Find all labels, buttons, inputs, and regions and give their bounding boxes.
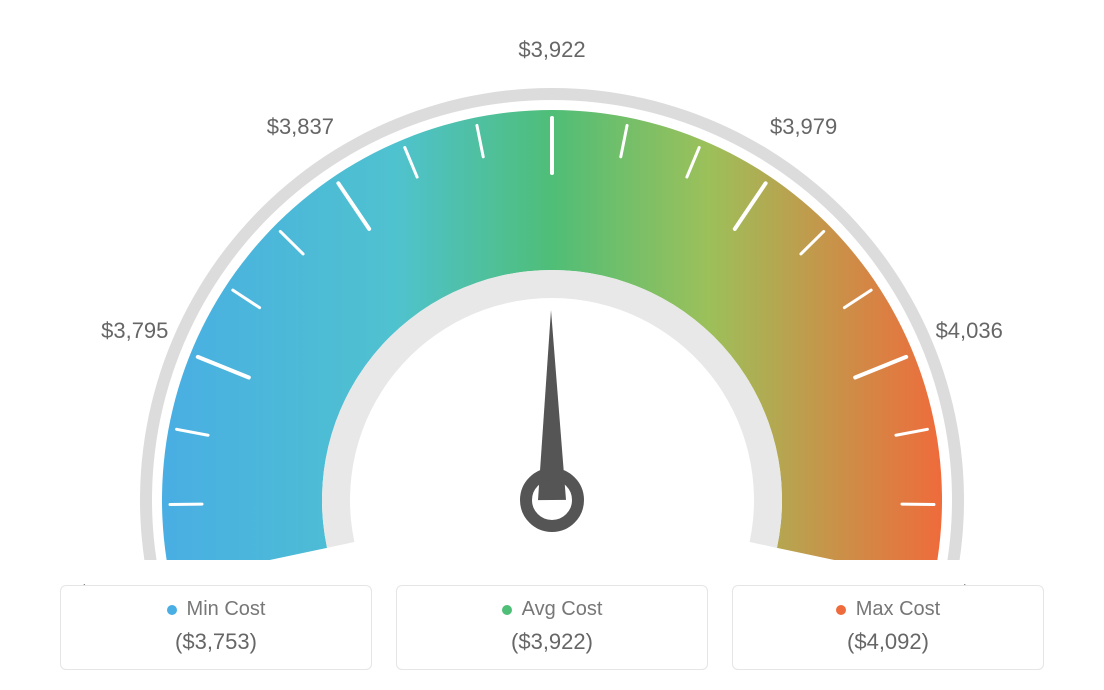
card-max-title: Max Cost [836, 598, 940, 621]
gauge-tick-label: $4,036 [936, 318, 1003, 344]
gauge-tick-label: $3,922 [518, 37, 585, 63]
card-max-value: ($4,092) [753, 629, 1023, 655]
card-avg-value: ($3,922) [417, 629, 687, 655]
card-max-label: Max Cost [856, 598, 940, 621]
card-min-title: Min Cost [167, 598, 266, 621]
legend-cards: Min Cost ($3,753) Avg Cost ($3,922) Max … [60, 585, 1044, 670]
card-min-label: Min Cost [187, 598, 266, 621]
card-min-cost: Min Cost ($3,753) [60, 585, 372, 670]
gauge-tick-label: $3,837 [267, 114, 334, 140]
chart-container: $3,753$3,795$3,837$3,922$3,979$4,036$4,0… [0, 0, 1104, 690]
gauge-svg [0, 0, 1104, 560]
card-avg-title: Avg Cost [502, 598, 603, 621]
gauge-tick-label: $3,979 [770, 114, 837, 140]
card-max-cost: Max Cost ($4,092) [732, 585, 1044, 670]
card-min-value: ($3,753) [81, 629, 351, 655]
gauge-chart: $3,753$3,795$3,837$3,922$3,979$4,036$4,0… [0, 0, 1104, 560]
gauge-tick-label: $3,795 [101, 318, 168, 344]
dot-icon [167, 605, 177, 615]
dot-icon [836, 605, 846, 615]
card-avg-cost: Avg Cost ($3,922) [396, 585, 708, 670]
dot-icon [502, 605, 512, 615]
card-avg-label: Avg Cost [522, 598, 603, 621]
